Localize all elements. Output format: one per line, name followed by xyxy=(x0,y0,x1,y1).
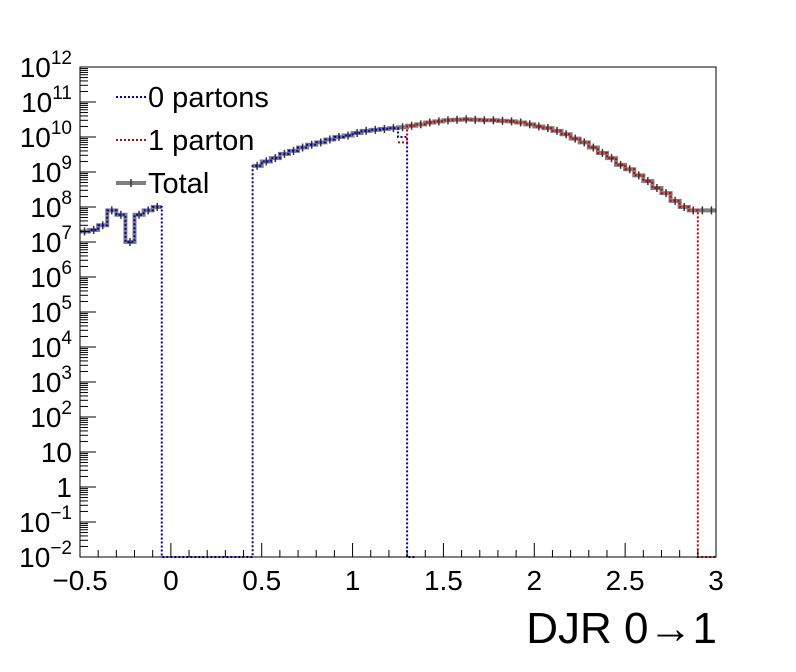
legend: 0 partons 1 parton Total xyxy=(116,82,269,200)
y-tick-label: 1 xyxy=(56,472,72,503)
y-tick-label: 10 xyxy=(41,437,72,468)
x-tick-label: 2.5 xyxy=(606,565,645,596)
x-tick-label: −0.5 xyxy=(52,565,107,596)
legend-label: 1 parton xyxy=(148,125,254,157)
y-tick-label: 10−1 xyxy=(19,503,72,538)
legend-label: 0 partons xyxy=(148,82,269,114)
y-tick-label: 10−2 xyxy=(19,538,72,573)
x-axis-label: DJR 0→1 xyxy=(526,604,717,653)
y-axis-ticks: 10−210−111010210310410510610710810910101… xyxy=(19,48,96,573)
series-line-0-partons xyxy=(80,127,417,558)
y-tick-label: 105 xyxy=(30,293,72,328)
y-tick-label: 109 xyxy=(30,153,72,188)
x-tick-label: 0.5 xyxy=(242,565,281,596)
series-line-1-parton xyxy=(398,118,716,558)
y-tick-label: 108 xyxy=(30,188,72,223)
y-tick-label: 1010 xyxy=(20,118,72,153)
histogram-lines xyxy=(80,115,716,558)
y-tick-label: 104 xyxy=(30,328,72,363)
y-tick-label: 1012 xyxy=(20,48,72,83)
x-tick-label: 2 xyxy=(526,565,542,596)
y-tick-label: 1011 xyxy=(21,83,72,118)
x-tick-label: 0 xyxy=(163,565,179,596)
x-tick-label: 1.5 xyxy=(424,565,463,596)
x-tick-label: 1 xyxy=(345,565,361,596)
y-tick-label: 102 xyxy=(30,398,72,433)
x-axis-ticks: −0.5 0 0.5 1 1.5 2 2.5 3 xyxy=(52,543,724,596)
y-tick-label: 103 xyxy=(30,363,72,398)
legend-label: Total xyxy=(148,168,209,200)
y-tick-label: 107 xyxy=(30,223,72,258)
x-tick-label: 3 xyxy=(708,565,724,596)
y-tick-label: 106 xyxy=(30,258,72,293)
